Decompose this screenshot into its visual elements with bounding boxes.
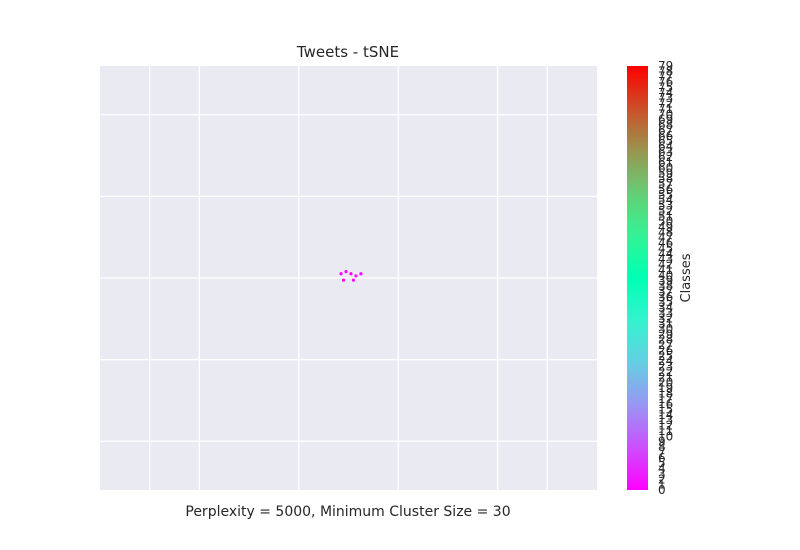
- colorbar-tick-label: 46: [658, 236, 673, 250]
- colorbar-tick-label: 27: [658, 338, 673, 352]
- colorbar-tick-label: 69: [658, 113, 673, 127]
- colorbar-tick-label: 76: [658, 75, 673, 89]
- data-point: [341, 278, 346, 282]
- colorbar-tick-label: 54: [658, 193, 673, 207]
- colorbar-tick-label: 53: [658, 199, 673, 213]
- colorbar-tick-label: 6: [658, 451, 666, 465]
- colorbar-tick-label: 12: [658, 419, 673, 433]
- colorbar-tick-label: 21: [658, 370, 673, 384]
- colorbar-tick-label: 62: [658, 150, 673, 164]
- colorbar-tick-label: 40: [658, 268, 673, 282]
- colorbar-tick-label: 10: [658, 429, 673, 443]
- colorbar-tick-label: 34: [658, 301, 673, 315]
- colorbar-tick-label: 48: [658, 225, 673, 239]
- scatter-points: [339, 270, 363, 282]
- colorbar-tick-label: 1: [658, 478, 666, 492]
- colorbar-tick-label: 14: [658, 408, 673, 422]
- colorbar-tick-label: 70: [658, 107, 673, 121]
- colorbar-tick-label: 22: [658, 365, 673, 379]
- colorbar-tick-label: 56: [658, 182, 673, 196]
- colorbar-tick-label: 9: [658, 435, 666, 449]
- colorbar-tick-label: 47: [658, 231, 673, 245]
- colorbar-tick-label: 60: [658, 161, 673, 175]
- colorbar-tick-label: 57: [658, 177, 673, 191]
- colorbar-tick-label: 52: [658, 204, 673, 218]
- colorbar-tick-label: 28: [658, 333, 673, 347]
- colorbar-tick-label: 25: [658, 349, 673, 363]
- colorbar-tick-label: 0: [658, 483, 666, 497]
- colorbar-tick-label: 33: [658, 306, 673, 320]
- colorbar-tick-label: 17: [658, 392, 673, 406]
- data-point: [339, 272, 343, 276]
- colorbar-tick-label: 45: [658, 241, 673, 255]
- colorbar-tick-label: 36: [658, 290, 673, 304]
- colorbar: [627, 66, 648, 490]
- colorbar-tick-label: 66: [658, 129, 673, 143]
- colorbar-tick-label: 19: [658, 381, 673, 395]
- colorbar-tick-label: 64: [658, 140, 673, 154]
- colorbar-ticks: 0123456789101112131415161718192021222324…: [658, 59, 673, 497]
- colorbar-tick-label: 50: [658, 215, 673, 229]
- data-point: [354, 274, 358, 278]
- colorbar-tick-label: 51: [658, 209, 673, 223]
- colorbar-tick-label: 24: [658, 354, 673, 368]
- colorbar-tick-label: 2: [658, 472, 666, 486]
- colorbar-tick-label: 8: [658, 440, 666, 454]
- colorbar-tick-label: 65: [658, 134, 673, 148]
- colorbar-tick-label: 49: [658, 220, 673, 234]
- colorbar-tick-label: 42: [658, 258, 673, 272]
- colorbar-tick-label: 5: [658, 456, 666, 470]
- colorbar-tick-label: 3: [658, 467, 666, 481]
- colorbar-tick-label: 43: [658, 252, 673, 266]
- colorbar-tick-label: 37: [658, 284, 673, 298]
- colorbar-tick-label: 77: [658, 70, 673, 84]
- colorbar-tick-label: 23: [658, 360, 673, 374]
- colorbar-label: Classes: [679, 253, 694, 302]
- colorbar-tick-label: 35: [658, 295, 673, 309]
- colorbar-tick-label: 72: [658, 97, 673, 111]
- colorbar-tick-label: 67: [658, 123, 673, 137]
- colorbar-tick-label: 61: [658, 156, 673, 170]
- colorbar-tick-label: 75: [658, 80, 673, 94]
- colorbar-tick-label: 29: [658, 327, 673, 341]
- colorbar-tick-label: 38: [658, 279, 673, 293]
- colorbar-tick-label: 55: [658, 188, 673, 202]
- colorbar-tick-label: 20: [658, 376, 673, 390]
- colorbar-tick-label: 39: [658, 274, 673, 288]
- colorbar-tick-label: 16: [658, 397, 673, 411]
- colorbar-tick-label: 7: [658, 445, 666, 459]
- data-point: [359, 272, 363, 276]
- colorbar-tick-label: 31: [658, 317, 673, 331]
- colorbar-tick-label: 11: [658, 424, 673, 438]
- colorbar-tick-label: 32: [658, 311, 673, 325]
- data-point: [344, 270, 348, 274]
- x-axis-label: Perplexity = 5000, Minimum Cluster Size …: [185, 504, 510, 520]
- colorbar-tick-label: 63: [658, 145, 673, 159]
- colorbar-tick-label: 71: [658, 102, 673, 116]
- data-point: [351, 278, 356, 282]
- colorbar-tick-label: 68: [658, 118, 673, 132]
- chart-title: Tweets - tSNE: [296, 43, 399, 61]
- colorbar-tick-label: 13: [658, 413, 673, 427]
- colorbar-tick-label: 59: [658, 166, 673, 180]
- colorbar-tick-label: 79: [658, 59, 673, 73]
- horizontal-gridlines: [100, 114, 597, 442]
- colorbar-tick-label: 30: [658, 322, 673, 336]
- colorbar-tick-label: 58: [658, 172, 673, 186]
- colorbar-tick-label: 73: [658, 91, 673, 105]
- colorbar-tick-label: 26: [658, 343, 673, 357]
- colorbar-tick-label: 74: [658, 86, 673, 100]
- colorbar-tick-label: 44: [658, 247, 673, 261]
- colorbar-tick-label: 15: [658, 402, 673, 416]
- data-point: [349, 272, 353, 276]
- colorbar-tick-label: 4: [658, 462, 666, 476]
- colorbar-tick-label: 78: [658, 64, 673, 78]
- colorbar-tick-label: 18: [658, 386, 673, 400]
- colorbar-tick-label: 41: [658, 263, 673, 277]
